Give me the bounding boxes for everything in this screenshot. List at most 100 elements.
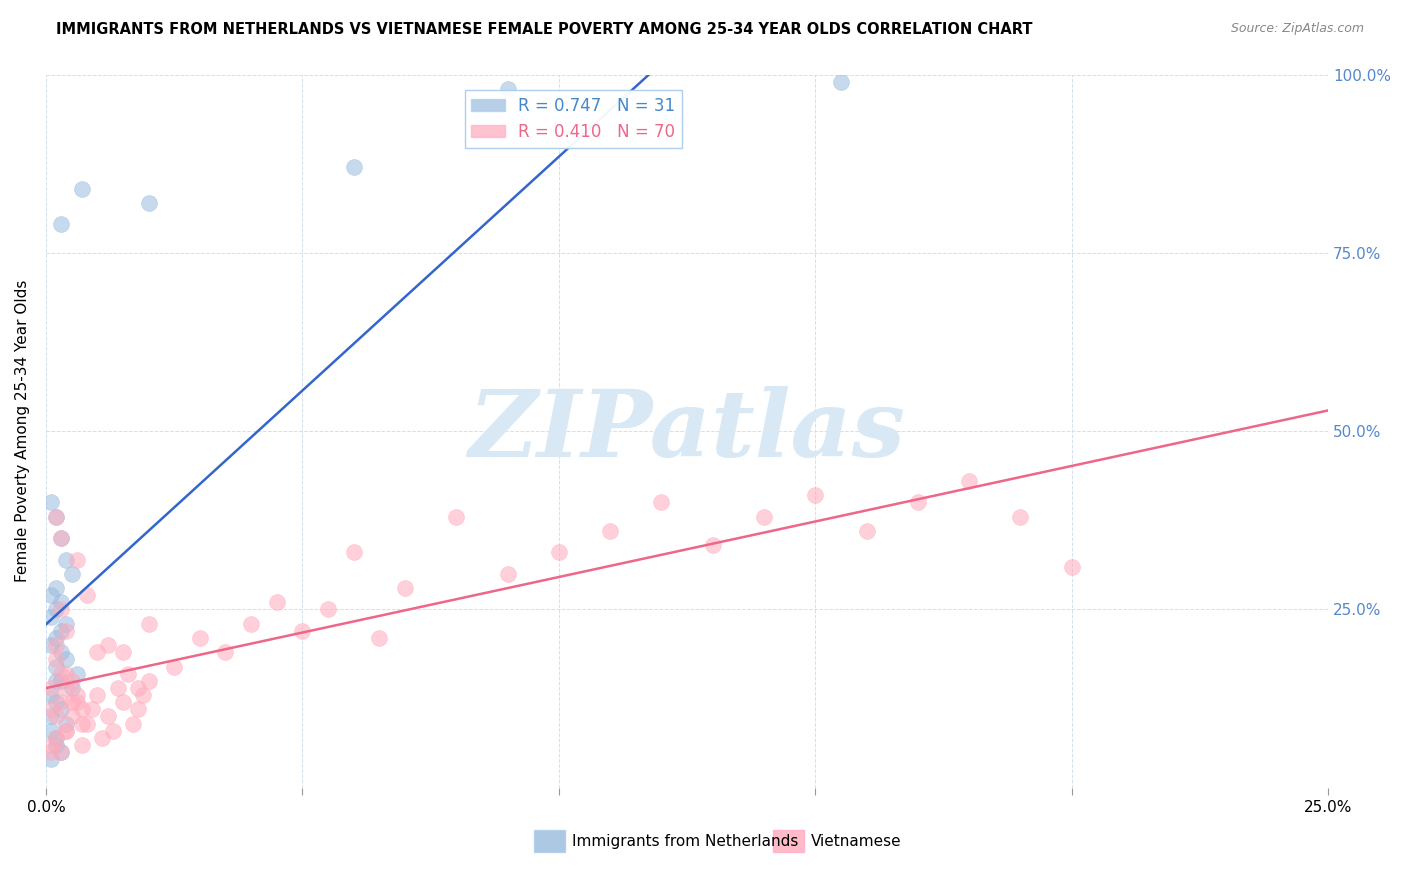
Point xyxy=(55,723,77,738)
Point xyxy=(127,702,149,716)
Point xyxy=(76,716,98,731)
Point xyxy=(138,673,160,688)
Point xyxy=(51,745,73,759)
Point xyxy=(45,581,67,595)
Point xyxy=(51,745,73,759)
Point xyxy=(39,588,62,602)
Point xyxy=(45,673,67,688)
Point xyxy=(55,652,77,666)
Point xyxy=(70,702,93,716)
Point xyxy=(138,616,160,631)
Point xyxy=(45,738,67,752)
Point xyxy=(316,602,339,616)
Legend: R = 0.747   N = 31, R = 0.410   N = 70: R = 0.747 N = 31, R = 0.410 N = 70 xyxy=(464,90,682,148)
Point xyxy=(45,652,67,666)
Point xyxy=(855,524,877,538)
Point xyxy=(368,631,391,645)
Point xyxy=(1060,559,1083,574)
Point xyxy=(650,495,672,509)
Point xyxy=(702,538,724,552)
Point xyxy=(51,673,73,688)
Point xyxy=(55,624,77,638)
Text: Vietnamese: Vietnamese xyxy=(811,834,901,848)
Point xyxy=(55,616,77,631)
Point xyxy=(291,624,314,638)
Point xyxy=(111,645,134,659)
Point xyxy=(45,602,67,616)
Point xyxy=(39,681,62,695)
Point xyxy=(45,709,67,723)
Point xyxy=(51,595,73,609)
Point xyxy=(55,723,77,738)
Point xyxy=(804,488,827,502)
Point xyxy=(39,638,62,652)
Point xyxy=(266,595,288,609)
Point xyxy=(39,688,62,702)
Point xyxy=(55,666,77,681)
Point xyxy=(66,688,89,702)
Point xyxy=(117,666,139,681)
Point xyxy=(51,624,73,638)
Y-axis label: Female Poverty Among 25-34 Year Olds: Female Poverty Among 25-34 Year Olds xyxy=(15,280,30,582)
Point xyxy=(127,681,149,695)
Point xyxy=(343,160,366,174)
Point xyxy=(51,602,73,616)
Point xyxy=(60,681,83,695)
Point xyxy=(66,552,89,566)
Point xyxy=(96,638,118,652)
Point xyxy=(55,681,77,695)
Point xyxy=(55,552,77,566)
Point xyxy=(111,695,134,709)
Point xyxy=(60,673,83,688)
Point xyxy=(39,723,62,738)
Point xyxy=(132,688,155,702)
Point xyxy=(101,723,124,738)
Point xyxy=(446,509,468,524)
Point xyxy=(45,509,67,524)
Point xyxy=(957,474,980,488)
Text: Immigrants from Netherlands: Immigrants from Netherlands xyxy=(572,834,799,848)
Point xyxy=(70,716,93,731)
Text: IMMIGRANTS FROM NETHERLANDS VS VIETNAMESE FEMALE POVERTY AMONG 25-34 YEAR OLDS C: IMMIGRANTS FROM NETHERLANDS VS VIETNAMES… xyxy=(56,22,1033,37)
Point xyxy=(830,75,852,89)
Point xyxy=(70,738,93,752)
Point xyxy=(60,695,83,709)
Point xyxy=(752,509,775,524)
Point xyxy=(122,716,145,731)
Point xyxy=(45,731,67,745)
Point xyxy=(240,616,263,631)
Point xyxy=(394,581,416,595)
Point xyxy=(107,681,129,695)
Point xyxy=(55,716,77,731)
Point xyxy=(214,645,236,659)
Point xyxy=(91,731,114,745)
Point xyxy=(66,695,89,709)
Point xyxy=(51,217,73,231)
Point xyxy=(1010,509,1032,524)
Point xyxy=(51,531,73,545)
Point xyxy=(45,638,67,652)
Point xyxy=(96,709,118,723)
Text: ZIPatlas: ZIPatlas xyxy=(468,386,905,476)
Point xyxy=(39,745,62,759)
Point xyxy=(907,495,929,509)
Point xyxy=(45,731,67,745)
Point xyxy=(51,666,73,681)
Point xyxy=(51,702,73,716)
Point xyxy=(45,631,67,645)
Point xyxy=(70,181,93,195)
Point xyxy=(82,702,104,716)
Point xyxy=(66,666,89,681)
Point xyxy=(343,545,366,559)
Point xyxy=(60,709,83,723)
Point xyxy=(138,195,160,210)
Point xyxy=(60,566,83,581)
Point xyxy=(188,631,211,645)
Point xyxy=(76,588,98,602)
Point xyxy=(496,82,519,96)
Point xyxy=(39,709,62,723)
Point xyxy=(496,566,519,581)
Point xyxy=(39,609,62,624)
Point xyxy=(547,545,569,559)
Point xyxy=(45,695,67,709)
